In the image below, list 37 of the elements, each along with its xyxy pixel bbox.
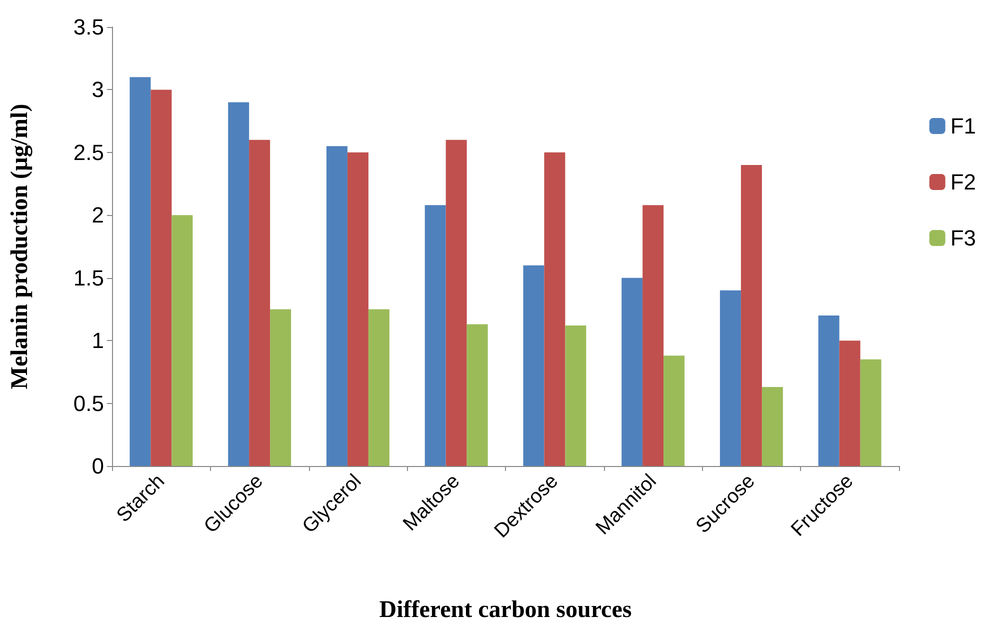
bar [172,215,193,466]
bar [368,309,390,466]
y-tick-label: 0.5 [73,390,104,416]
bar [839,340,860,466]
y-axis-title: Melanin production (µg/ml) [7,104,33,390]
bar [818,315,840,466]
y-tick-label: 2.5 [73,140,104,165]
bar [565,326,586,466]
bar [466,324,488,466]
y-tick-label: 1 [92,328,104,354]
bar [664,356,685,466]
bar [270,309,292,466]
bar [622,278,643,466]
bar [720,290,741,466]
bar [130,77,151,466]
bar [249,140,270,466]
legend-label: F2 [950,170,976,194]
bar [424,205,446,466]
y-tick-label: 2 [92,202,104,228]
bar [860,359,882,466]
bar [740,164,762,466]
bar [762,386,783,466]
y-tick-label: 3 [92,77,104,102]
bar [347,152,368,466]
x-axis-title: Different carbon sources [379,597,632,623]
bar [150,90,172,466]
legend-label: F1 [950,114,976,138]
bar [642,205,664,466]
bar [523,265,544,466]
y-tick-label: 0 [92,454,104,478]
y-tick-label: 3.5 [73,14,104,40]
bar [446,140,467,466]
bar [228,102,250,466]
bar [326,146,348,466]
y-tick-label: 1.5 [73,265,104,290]
bar [544,152,566,466]
legend-label: F3 [950,226,976,250]
